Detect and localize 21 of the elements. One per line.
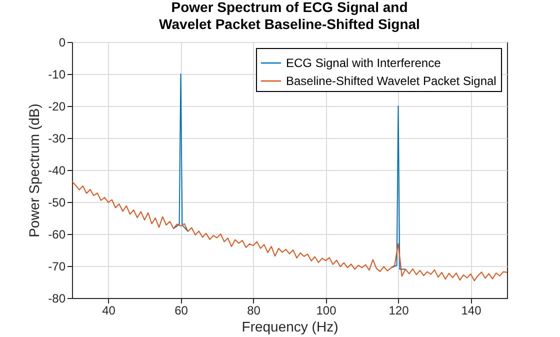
chart-title: Power Spectrum of ECG Signal and Wavelet Packet Baseline-Shifted Signal xyxy=(159,0,420,32)
x-axis-title: Frequency (Hz) xyxy=(242,318,338,334)
y-tick-label: 0 xyxy=(58,36,66,50)
y-tick-label: -80 xyxy=(48,292,66,306)
y-tick-label: -20 xyxy=(48,100,66,114)
y-tick-label: -40 xyxy=(48,164,66,178)
x-tick-label: 100 xyxy=(316,304,337,318)
legend-label: ECG Signal with Interference xyxy=(286,56,442,70)
legend-label: Baseline-Shifted Wavelet Packet Signal xyxy=(286,74,496,88)
y-tick-label: -10 xyxy=(48,68,66,82)
x-tick-label: 60 xyxy=(174,304,188,318)
x-tick-label: 40 xyxy=(102,304,116,318)
x-tick-label: 120 xyxy=(388,304,410,318)
y-tick-label: -70 xyxy=(48,260,66,274)
y-tick-label: -30 xyxy=(48,132,66,146)
y-tick-label: -60 xyxy=(48,228,66,242)
y-tick-label: -50 xyxy=(48,196,66,210)
y-axis-title: Power Spectrum (dB) xyxy=(26,104,42,238)
x-tick-label: 140 xyxy=(461,304,482,318)
line-series xyxy=(72,180,508,282)
x-tick-label: 80 xyxy=(247,304,261,318)
